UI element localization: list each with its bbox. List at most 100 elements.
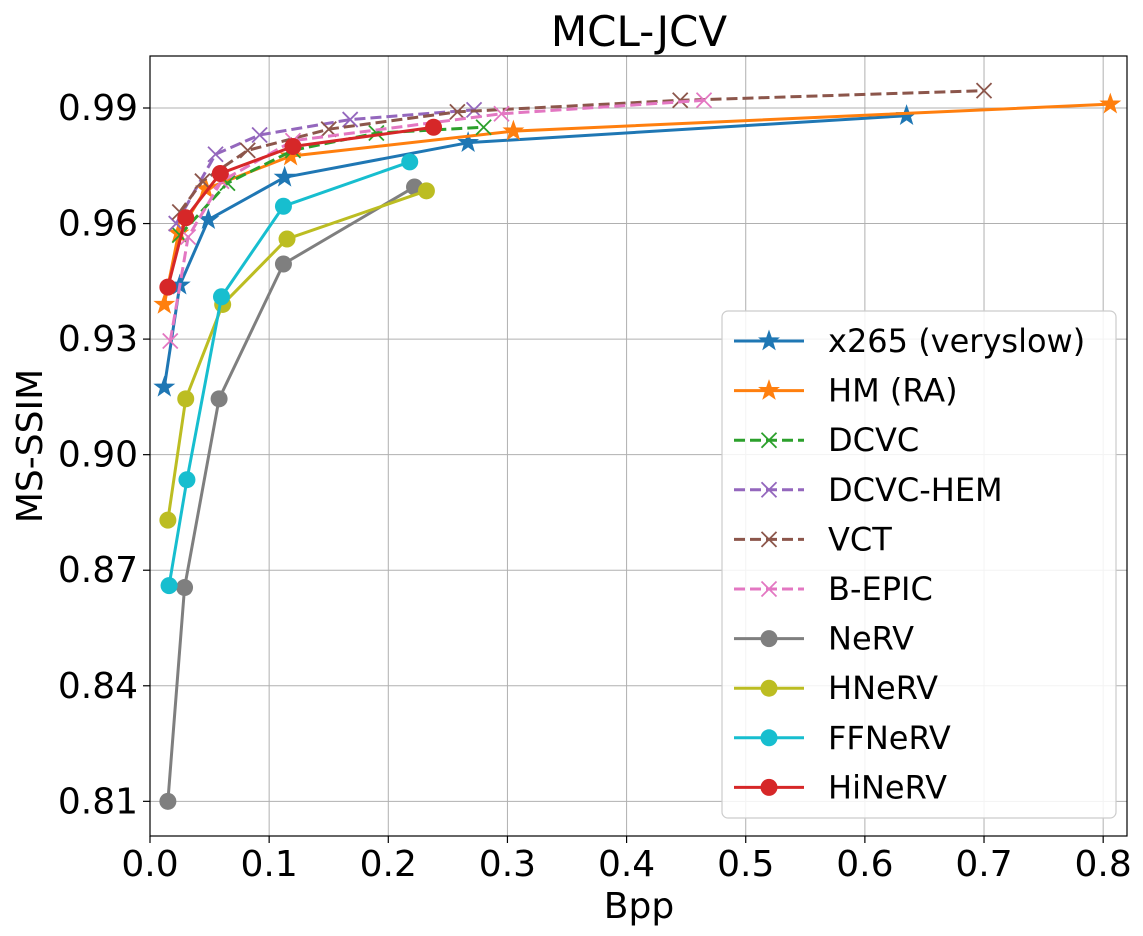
y-tick-label: 0.81 — [58, 781, 138, 822]
legend-label: VCT — [828, 520, 892, 558]
data-point — [159, 278, 177, 296]
y-axis: 0.81 0.84 0.87 0.90 0.93 0.96 0.99 — [58, 88, 150, 822]
legend-marker — [760, 481, 778, 498]
data-point — [274, 255, 292, 273]
series-4 — [171, 82, 993, 221]
x-tick-label: 0.2 — [360, 844, 417, 885]
data-point-stroke-b — [672, 92, 689, 109]
data-point — [162, 332, 179, 350]
data-point — [449, 103, 466, 120]
x-tick-label: 0.0 — [121, 844, 178, 885]
legend-marker — [760, 630, 778, 648]
legend-label: HM (RA) — [828, 372, 958, 410]
x-axis-label: Bpp — [604, 886, 674, 927]
data-point-stroke-b — [493, 105, 510, 122]
data-point-stroke-b — [695, 92, 713, 109]
legend-entry: HNeRV — [734, 669, 938, 707]
data-point — [178, 471, 196, 489]
legend-label: x265 (veryslow) — [828, 322, 1085, 360]
data-point — [401, 153, 419, 171]
series-line — [174, 108, 475, 225]
y-tick-label: 0.90 — [58, 435, 138, 476]
legend-marker — [760, 580, 778, 598]
legend-entry: x265 (veryslow) — [734, 322, 1085, 360]
legend-entry: NeRV — [734, 620, 914, 658]
x-tick-label: 0.3 — [479, 844, 536, 885]
data-point — [502, 119, 525, 141]
data-point — [153, 375, 176, 397]
y-tick-label: 0.93 — [58, 319, 138, 360]
data-point — [695, 92, 713, 109]
data-point — [425, 118, 443, 136]
chart-title: MCL-JCV — [551, 7, 727, 56]
legend-label: NeRV — [828, 620, 914, 658]
data-point-stroke-b — [975, 82, 993, 99]
data-point — [417, 182, 435, 200]
y-axis-label: MS-SSIM — [10, 369, 51, 523]
data-point — [159, 792, 177, 810]
legend-marker — [760, 531, 778, 548]
series-8 — [160, 153, 419, 595]
data-point — [177, 390, 195, 408]
data-point — [672, 92, 689, 109]
data-point — [493, 105, 510, 122]
data-point-stroke-b — [251, 126, 268, 144]
legend-entry: FFNeRV — [734, 719, 951, 757]
legend-label: FFNeRV — [828, 719, 951, 757]
legend-marker-stroke-b — [760, 531, 778, 548]
data-point — [1099, 92, 1122, 114]
series-layer — [153, 82, 1122, 810]
legend-entry: B-EPIC — [734, 570, 933, 608]
legend-entry: DCVC — [734, 421, 919, 459]
legend-marker — [758, 329, 780, 351]
data-point — [210, 390, 228, 408]
legend-entry: HiNeRV — [734, 768, 947, 806]
data-point-stroke-b — [207, 146, 224, 163]
data-point — [475, 119, 492, 136]
y-tick-label: 0.99 — [58, 88, 138, 129]
data-point — [212, 288, 230, 306]
legend-marker — [760, 679, 778, 697]
x-tick-label: 0.7 — [955, 844, 1012, 885]
data-point — [975, 82, 993, 99]
data-point — [160, 577, 178, 595]
data-point — [273, 165, 296, 187]
legend-marker — [760, 778, 778, 796]
plot-frame — [149, 55, 1128, 837]
x-axis: 0.0 0.1 0.2 0.3 0.4 0.5 0.6 0.7 0.8 — [121, 836, 1132, 885]
legend-box — [721, 310, 1117, 819]
legend-entry: VCT — [734, 520, 892, 558]
x-tick-label: 0.4 — [598, 844, 655, 885]
series-line — [162, 102, 1111, 305]
data-point — [342, 111, 359, 128]
data-point-stroke-b — [162, 332, 179, 350]
legend-entry: DCVC-HEM — [734, 471, 1003, 509]
y-tick-label: 0.96 — [58, 204, 138, 245]
legend-marker — [760, 432, 778, 449]
data-point-stroke-b — [179, 228, 197, 246]
data-point — [239, 142, 256, 159]
legend-marker — [758, 379, 780, 400]
data-point-stroke-b — [449, 103, 466, 120]
data-point — [194, 173, 211, 190]
x-tick-label: 0.8 — [1075, 844, 1132, 885]
data-point-stroke-b — [219, 174, 236, 192]
data-point — [457, 131, 480, 152]
legend-label: HiNeRV — [828, 768, 947, 806]
y-tick-label: 0.84 — [58, 666, 138, 707]
series-6 — [159, 178, 424, 810]
data-point — [278, 230, 296, 248]
x-tick-label: 0.5 — [717, 844, 774, 885]
data-point — [176, 579, 194, 597]
data-point-stroke-b — [342, 111, 359, 128]
data-point — [274, 197, 292, 215]
series-9 — [159, 118, 443, 296]
legend-label: DCVC — [828, 421, 919, 459]
data-point — [211, 164, 229, 182]
legend-label: DCVC-HEM — [828, 471, 1003, 509]
x-tick-label: 0.6 — [836, 844, 893, 885]
legend-marker — [760, 729, 778, 747]
legend-marker-stroke-b — [760, 432, 778, 449]
data-point-stroke-b — [320, 121, 337, 138]
